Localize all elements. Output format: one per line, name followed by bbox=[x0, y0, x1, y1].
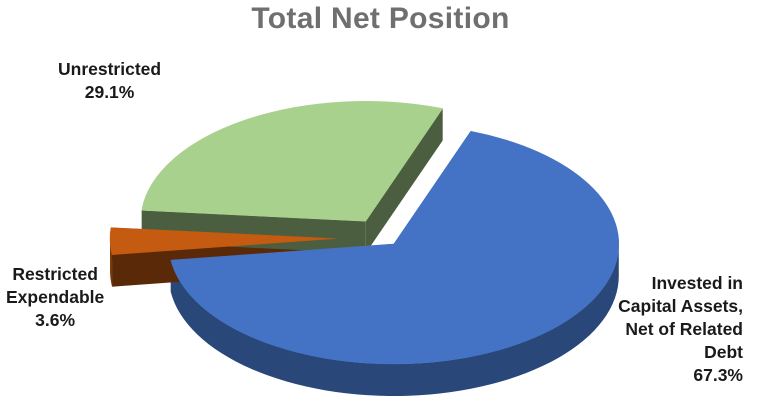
pie-slice-invested bbox=[170, 130, 620, 365]
label-unrestricted-value: 29.1% bbox=[84, 82, 135, 102]
label-invested-line4: Debt bbox=[704, 342, 743, 362]
label-invested-line2: Capital Assets, bbox=[618, 296, 743, 316]
pie-slice-rim-invested bbox=[170, 243, 619, 396]
label-restricted-line2: Expendable bbox=[6, 287, 105, 307]
label-invested-capital-assets: Invested in Capital Assets, Net of Relat… bbox=[618, 272, 743, 387]
label-invested-line1: Invested in bbox=[651, 273, 743, 293]
pie-slice-rim-restricted bbox=[110, 238, 113, 287]
label-restricted-expendable: Restricted Expendable 3.6% bbox=[6, 263, 104, 332]
pie-slice-unrestricted bbox=[141, 101, 444, 222]
chart-title: Total Net Position bbox=[251, 2, 510, 35]
pie-slice-wall-unrestricted-1 bbox=[365, 108, 443, 254]
label-invested-line3: Net of Related bbox=[625, 319, 743, 339]
label-restricted-value: 3.6% bbox=[35, 310, 76, 330]
pie-slice-restricted bbox=[109, 227, 336, 255]
label-unrestricted-name: Unrestricted bbox=[58, 59, 162, 79]
label-restricted-line1: Restricted bbox=[12, 264, 98, 284]
label-unrestricted: Unrestricted 29.1% bbox=[58, 58, 161, 104]
label-invested-value: 67.3% bbox=[693, 365, 743, 385]
